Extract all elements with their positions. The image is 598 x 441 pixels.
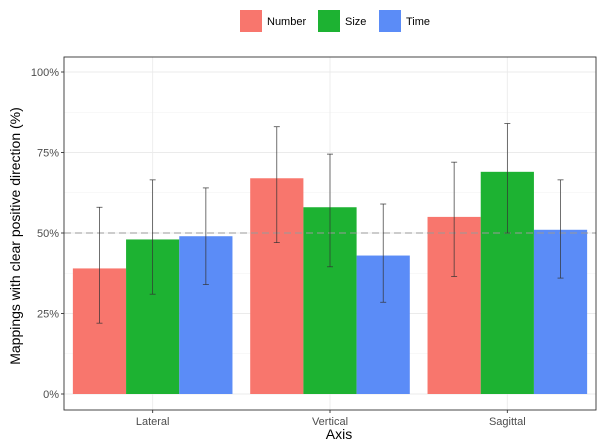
x-axis-title: Axis: [326, 426, 352, 441]
legend-key: [379, 10, 401, 32]
x-tick-label: Lateral: [136, 416, 170, 428]
x-axis: Lateral Vertical Sagittal: [136, 410, 526, 428]
legend-label: Number: [267, 16, 306, 28]
y-axis: 0% 25% 50% 75% 100%: [31, 67, 64, 401]
y-axis-title: Mappings with clear positive direction (…: [7, 107, 23, 365]
legend-label: Size: [345, 16, 366, 28]
plot-area: [63, 56, 597, 411]
y-tick-label: 100%: [31, 67, 59, 79]
legend: Number Size Time: [240, 10, 430, 32]
y-tick-label: 25%: [37, 309, 59, 321]
legend-key: [318, 10, 340, 32]
y-tick-label: 0%: [43, 389, 59, 401]
legend-label: Time: [406, 16, 430, 28]
x-tick-label: Sagittal: [489, 416, 526, 428]
y-tick-label: 75%: [37, 148, 59, 160]
legend-key: [240, 10, 262, 32]
x-tick-label: Vertical: [312, 416, 348, 428]
y-tick-label: 50%: [37, 228, 59, 240]
